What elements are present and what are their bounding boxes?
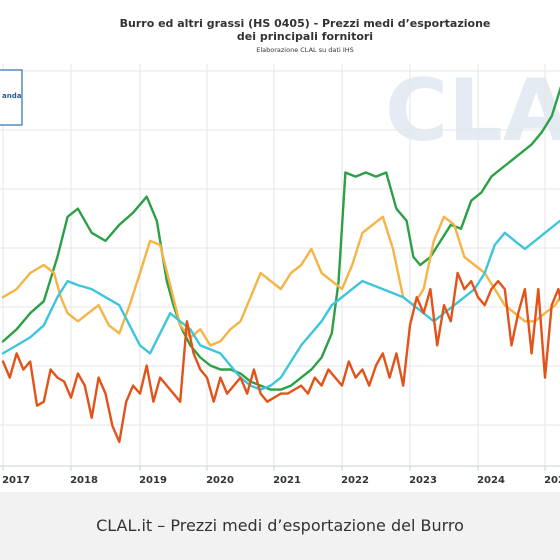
x-tick-label: 2018 (70, 475, 98, 486)
legend-frame (0, 69, 23, 126)
chart-title-line2: dei principali fornitori (237, 30, 373, 43)
x-tick-label: 2023 (409, 475, 437, 486)
series-line-4 (1, 271, 560, 444)
x-tick-label: 2021 (273, 475, 301, 486)
legend-box[interactable]: anda (0, 69, 23, 126)
chart-subtitle: Elaborazione CLAL su dati IHS (256, 46, 354, 54)
series-line-3 (1, 219, 560, 391)
caption-band (0, 492, 560, 560)
x-tick-label: 2024 (477, 475, 505, 486)
x-tick-label: 2022 (341, 475, 369, 486)
series-line-2 (1, 215, 560, 347)
series-line-1 (1, 85, 560, 391)
chart-svg: CLAL Burro ed altri grassi (HS 0405) - P… (0, 17, 560, 486)
x-tick-label: 2025 (544, 475, 560, 486)
grid (0, 64, 560, 466)
series-layer (1, 85, 560, 444)
legend-item-label: anda (2, 92, 22, 100)
x-tick-label: 2020 (206, 475, 234, 486)
chart-title: Burro ed altri grassi (HS 0405) - Prezzi… (120, 17, 491, 30)
clal-watermark: CLAL (385, 61, 560, 161)
x-axis-ticks: 2017 2018 2019 2020 2021 2022 2023 2024 2025 (2, 466, 560, 486)
caption: CLAL.it – Prezzi medi d’esportazione del… (96, 516, 464, 535)
x-tick-label: 2019 (139, 475, 167, 486)
x-tick-label: 2017 (2, 475, 30, 486)
